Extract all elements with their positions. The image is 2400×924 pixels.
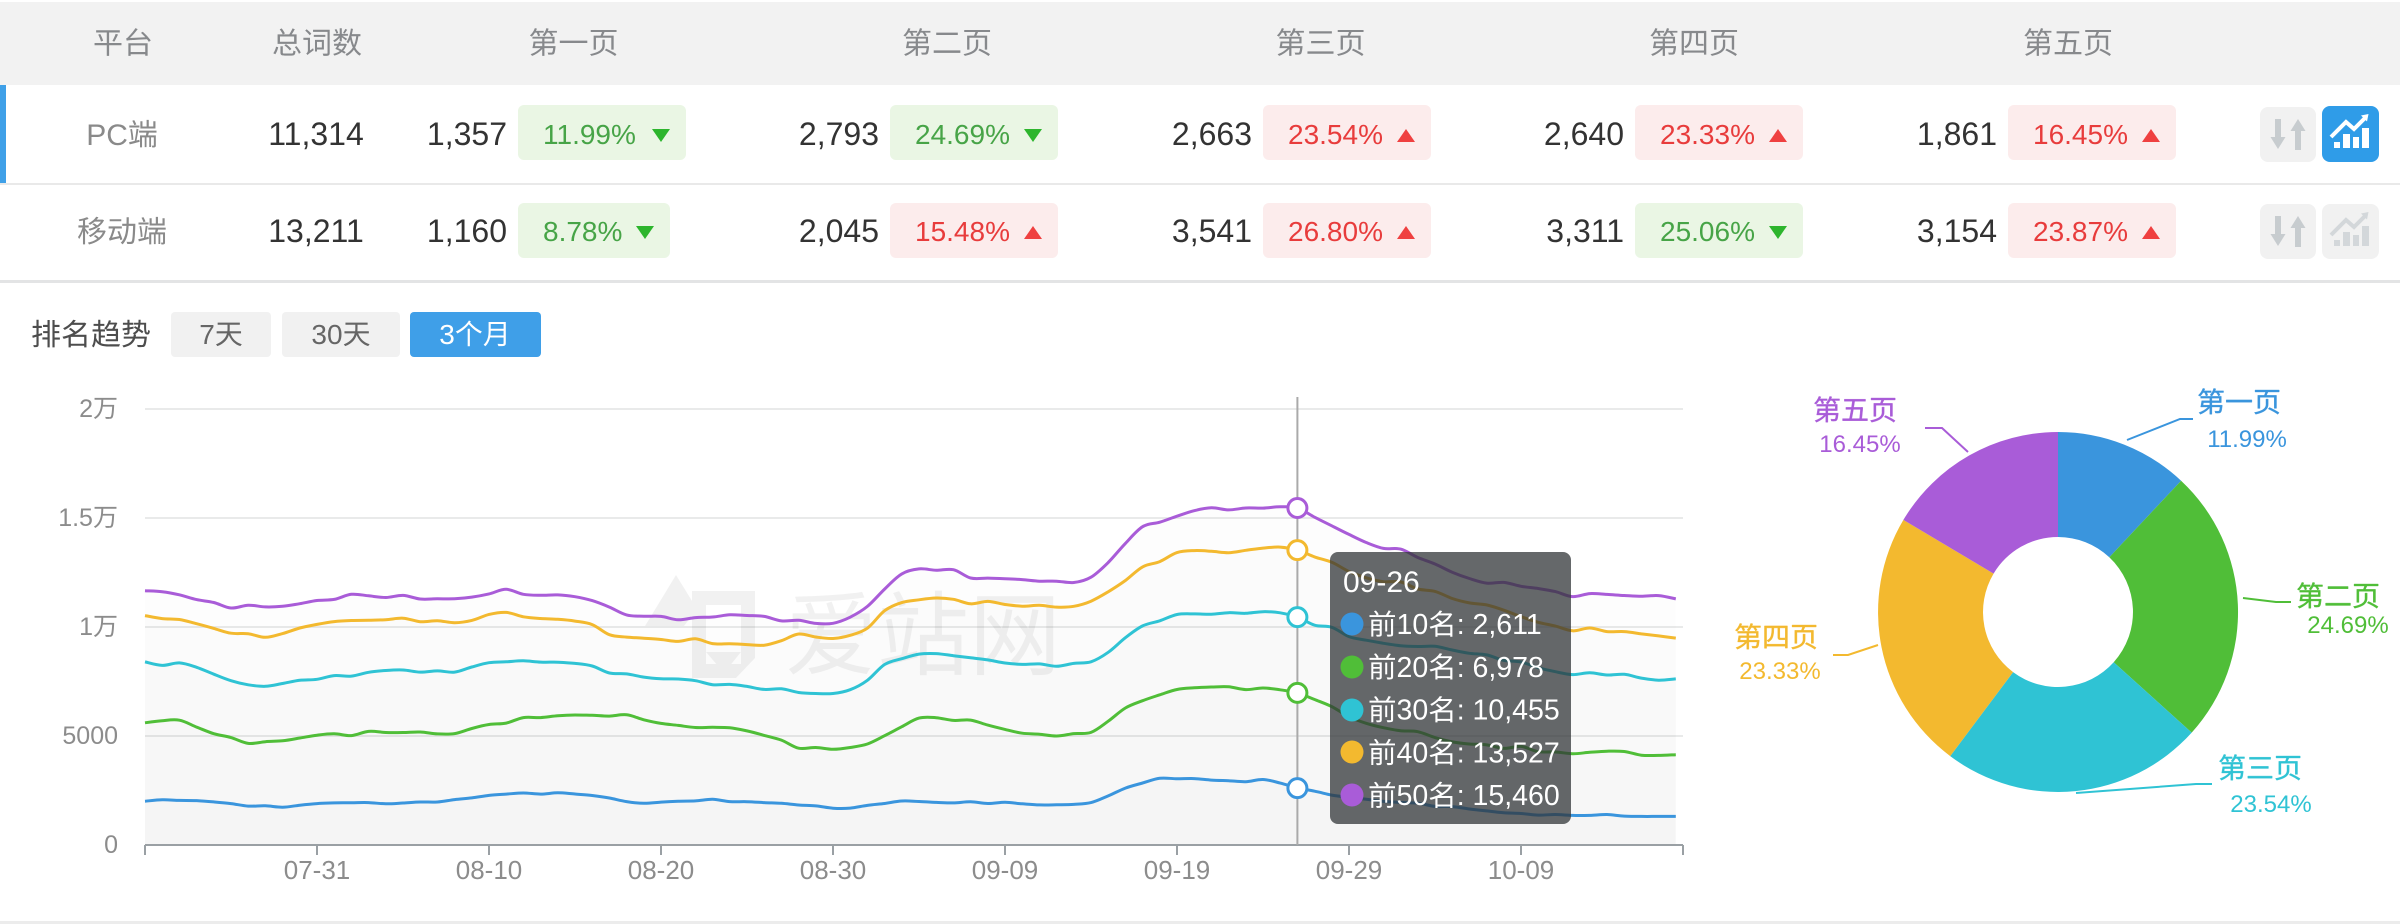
- svg-text:1: 1: [79, 613, 93, 641]
- svg-text:07-31: 07-31: [284, 855, 351, 885]
- svg-text:09-26: 09-26: [1343, 566, 1420, 599]
- svg-text:5000: 5000: [62, 722, 118, 750]
- svg-text:50: 50: [1397, 780, 1429, 812]
- svg-text:30: 30: [1397, 695, 1429, 727]
- svg-text:: 10,455: : 10,455: [1457, 695, 1560, 727]
- svg-text:3: 3: [439, 319, 455, 350]
- svg-text:23.54%: 23.54%: [1288, 119, 1383, 150]
- svg-text:40: 40: [1397, 737, 1429, 769]
- svg-text:24.69%: 24.69%: [2307, 612, 2388, 639]
- svg-text:1,160: 1,160: [427, 213, 507, 249]
- svg-text:: 6,978: : 6,978: [1457, 652, 1544, 684]
- svg-text:30: 30: [311, 319, 342, 350]
- svg-text:10-09: 10-09: [1488, 855, 1555, 885]
- svg-text:24.69%: 24.69%: [915, 119, 1010, 150]
- svg-text:1,861: 1,861: [1917, 116, 1997, 152]
- svg-text:7: 7: [199, 319, 215, 350]
- svg-text:08-30: 08-30: [800, 855, 867, 885]
- svg-text:08-20: 08-20: [628, 855, 695, 885]
- svg-text:11.99%: 11.99%: [2207, 426, 2287, 453]
- svg-text:1,357: 1,357: [427, 116, 507, 152]
- svg-text:11,314: 11,314: [268, 116, 364, 152]
- svg-text:16.45%: 16.45%: [2033, 119, 2128, 150]
- svg-text:09-09: 09-09: [972, 855, 1039, 885]
- svg-text:3,541: 3,541: [1172, 213, 1252, 249]
- svg-text:23.87%: 23.87%: [2033, 216, 2128, 247]
- svg-text:09-29: 09-29: [1316, 855, 1383, 885]
- svg-text:2,663: 2,663: [1172, 116, 1252, 152]
- svg-text:: 15,460: : 15,460: [1457, 780, 1560, 812]
- svg-text:2,640: 2,640: [1544, 116, 1624, 152]
- svg-text:23.54%: 23.54%: [2230, 791, 2311, 818]
- svg-text:09-19: 09-19: [1144, 855, 1211, 885]
- svg-text:20: 20: [1397, 652, 1429, 684]
- svg-text:: 13,527: : 13,527: [1457, 737, 1560, 769]
- svg-text:2: 2: [79, 395, 93, 423]
- svg-text:23.33%: 23.33%: [1660, 119, 1755, 150]
- svg-text:16.45%: 16.45%: [1819, 431, 1900, 458]
- svg-text:08-10: 08-10: [456, 855, 523, 885]
- svg-text:10: 10: [1397, 609, 1429, 641]
- svg-text:8.78%: 8.78%: [543, 216, 622, 247]
- svg-text:1.5: 1.5: [58, 504, 93, 532]
- svg-text:PC: PC: [86, 119, 128, 152]
- svg-text:13,211: 13,211: [268, 213, 364, 249]
- svg-text:15.48%: 15.48%: [915, 216, 1010, 247]
- svg-text:3,154: 3,154: [1917, 213, 1997, 249]
- svg-text:3,311: 3,311: [1546, 213, 1624, 249]
- svg-text:26.80%: 26.80%: [1288, 216, 1383, 247]
- svg-text:11.99%: 11.99%: [543, 119, 636, 150]
- svg-text:0: 0: [104, 831, 118, 859]
- svg-text:2,045: 2,045: [799, 213, 879, 249]
- svg-text:25.06%: 25.06%: [1660, 216, 1755, 247]
- svg-text:2,793: 2,793: [799, 116, 879, 152]
- svg-text:23.33%: 23.33%: [1739, 658, 1820, 685]
- svg-text:: 2,611: : 2,611: [1457, 609, 1542, 641]
